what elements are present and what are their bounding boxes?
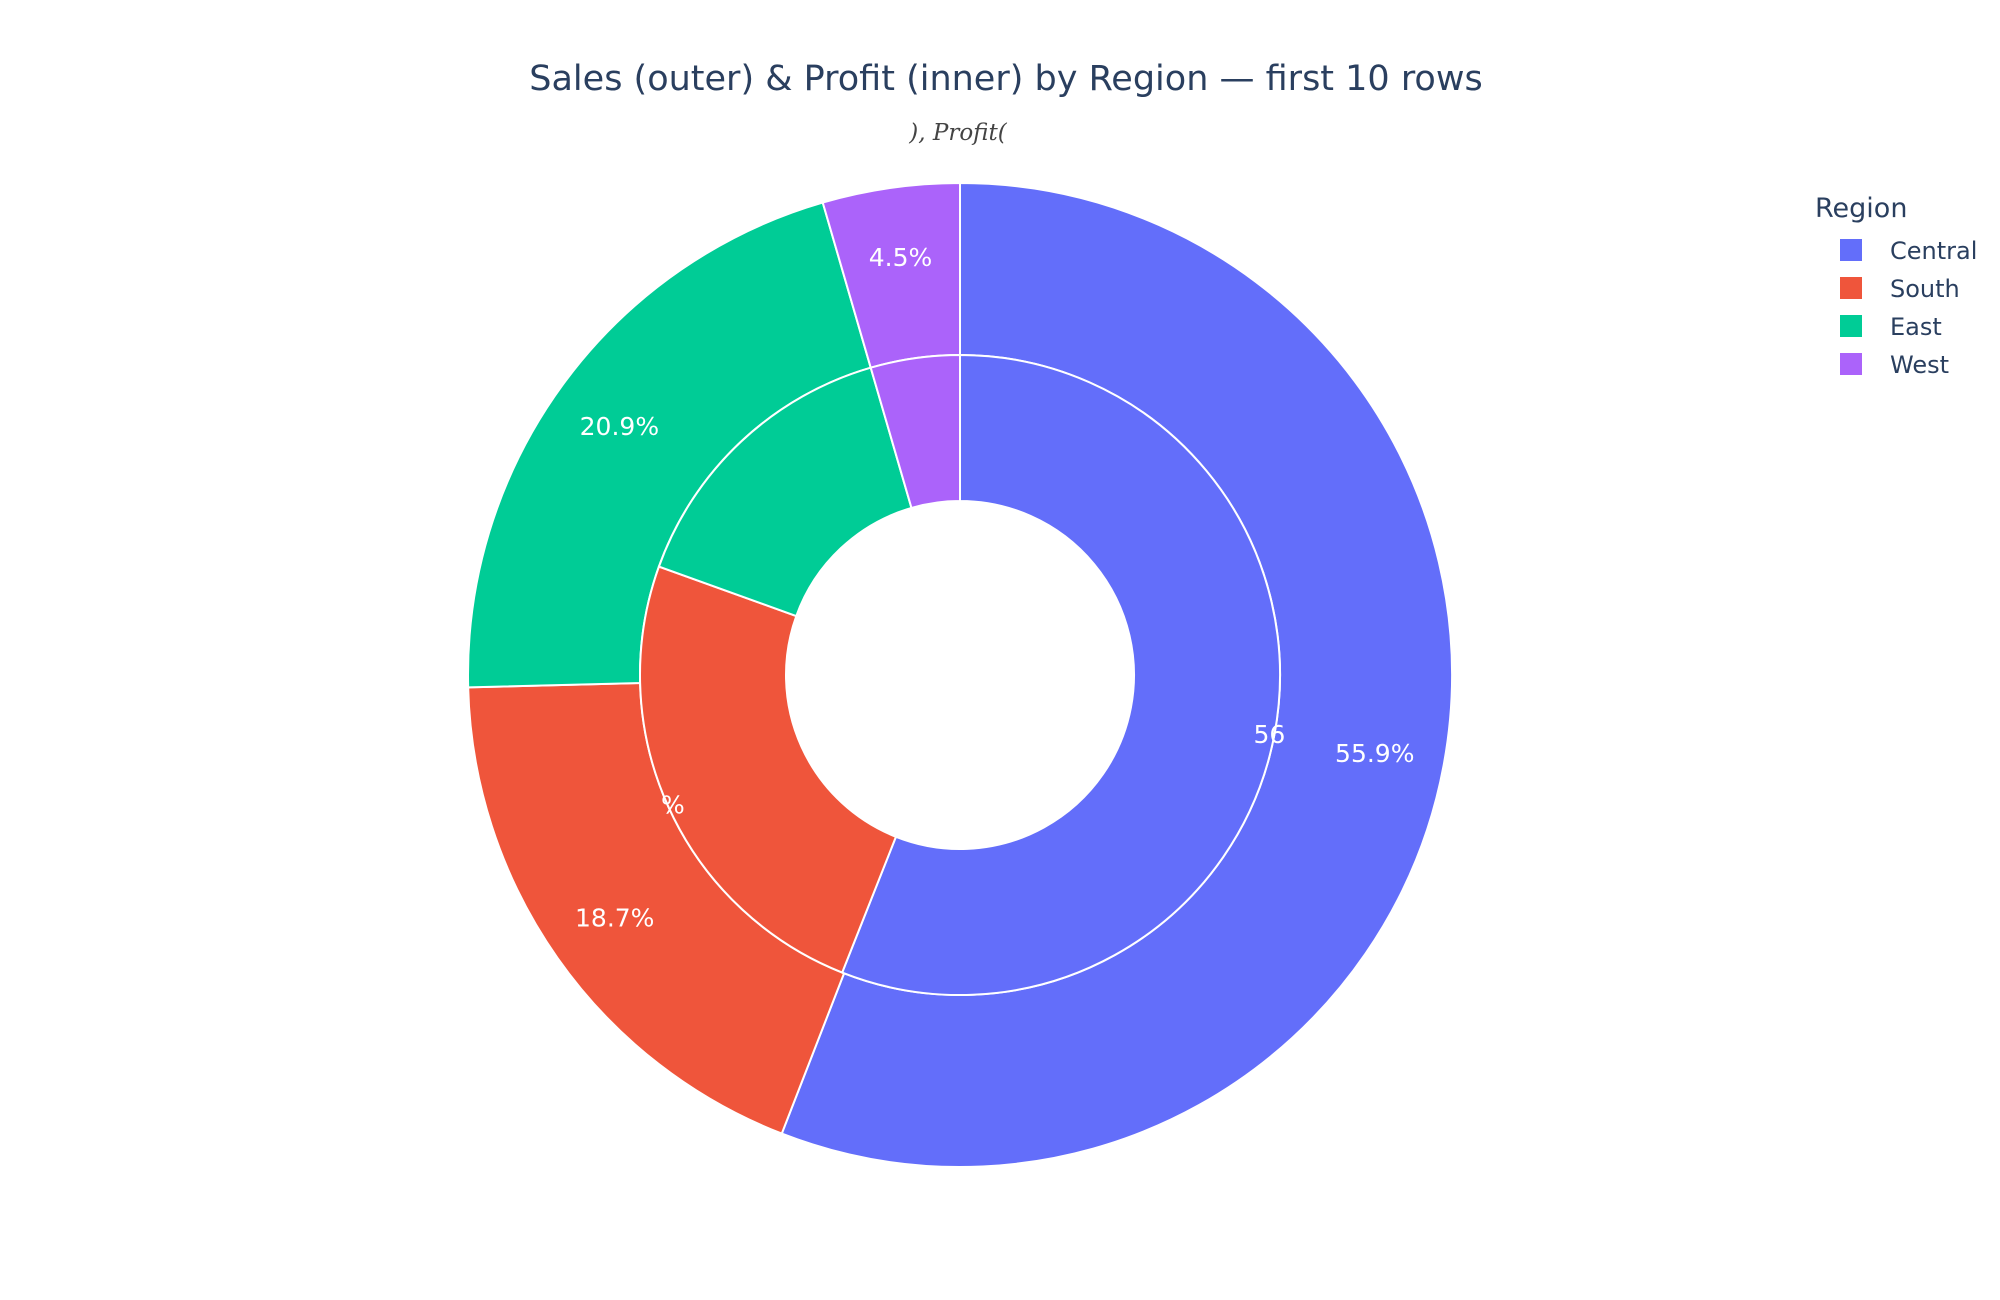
legend-label: Central	[1890, 237, 1977, 265]
legend-item-east[interactable]: East	[1840, 313, 1942, 341]
legend-label: East	[1890, 313, 1942, 341]
legend-item-central[interactable]: Central	[1840, 237, 1977, 265]
outer-slice-label-south: 18.7%	[575, 904, 654, 933]
legend-swatch	[1840, 277, 1862, 299]
legend-items: Central South East West	[1840, 237, 1977, 379]
outer-slice-label-central: 55.9%	[1335, 739, 1414, 768]
legend: Region Central South East West	[1815, 193, 1977, 379]
legend-item-west[interactable]: West	[1840, 351, 1949, 379]
inner-slice-south[interactable]	[639, 565, 898, 974]
inner-slice-east[interactable]	[657, 366, 913, 618]
outer-ring-sales	[467, 181, 1453, 1168]
inner-slice-west[interactable]	[869, 353, 961, 510]
legend-swatch	[1840, 353, 1862, 375]
legend-swatch	[1840, 315, 1862, 337]
slice-labels: 55.9% 18.7% 20.9% 4.5% 56%	[575, 243, 1414, 932]
inner-slice-central[interactable]	[840, 353, 1281, 996]
outer-slice-label-east: 20.9%	[580, 412, 659, 441]
legend-title: Region	[1815, 193, 1907, 224]
inner-slice-label-south: %	[661, 791, 685, 820]
legend-label: West	[1890, 351, 1949, 379]
inner-slice-label-central: 56	[1254, 720, 1286, 749]
legend-item-south[interactable]: South	[1840, 275, 1960, 303]
outer-slice-label-west: 4.5%	[869, 243, 933, 272]
legend-label: South	[1890, 275, 1960, 303]
chart-title: Sales (outer) & Profit (inner) by Region…	[529, 59, 1482, 99]
chart-subtitle: ), Profit(	[908, 120, 1007, 146]
legend-swatch	[1840, 239, 1862, 261]
inner-ring-profit	[639, 353, 1281, 996]
